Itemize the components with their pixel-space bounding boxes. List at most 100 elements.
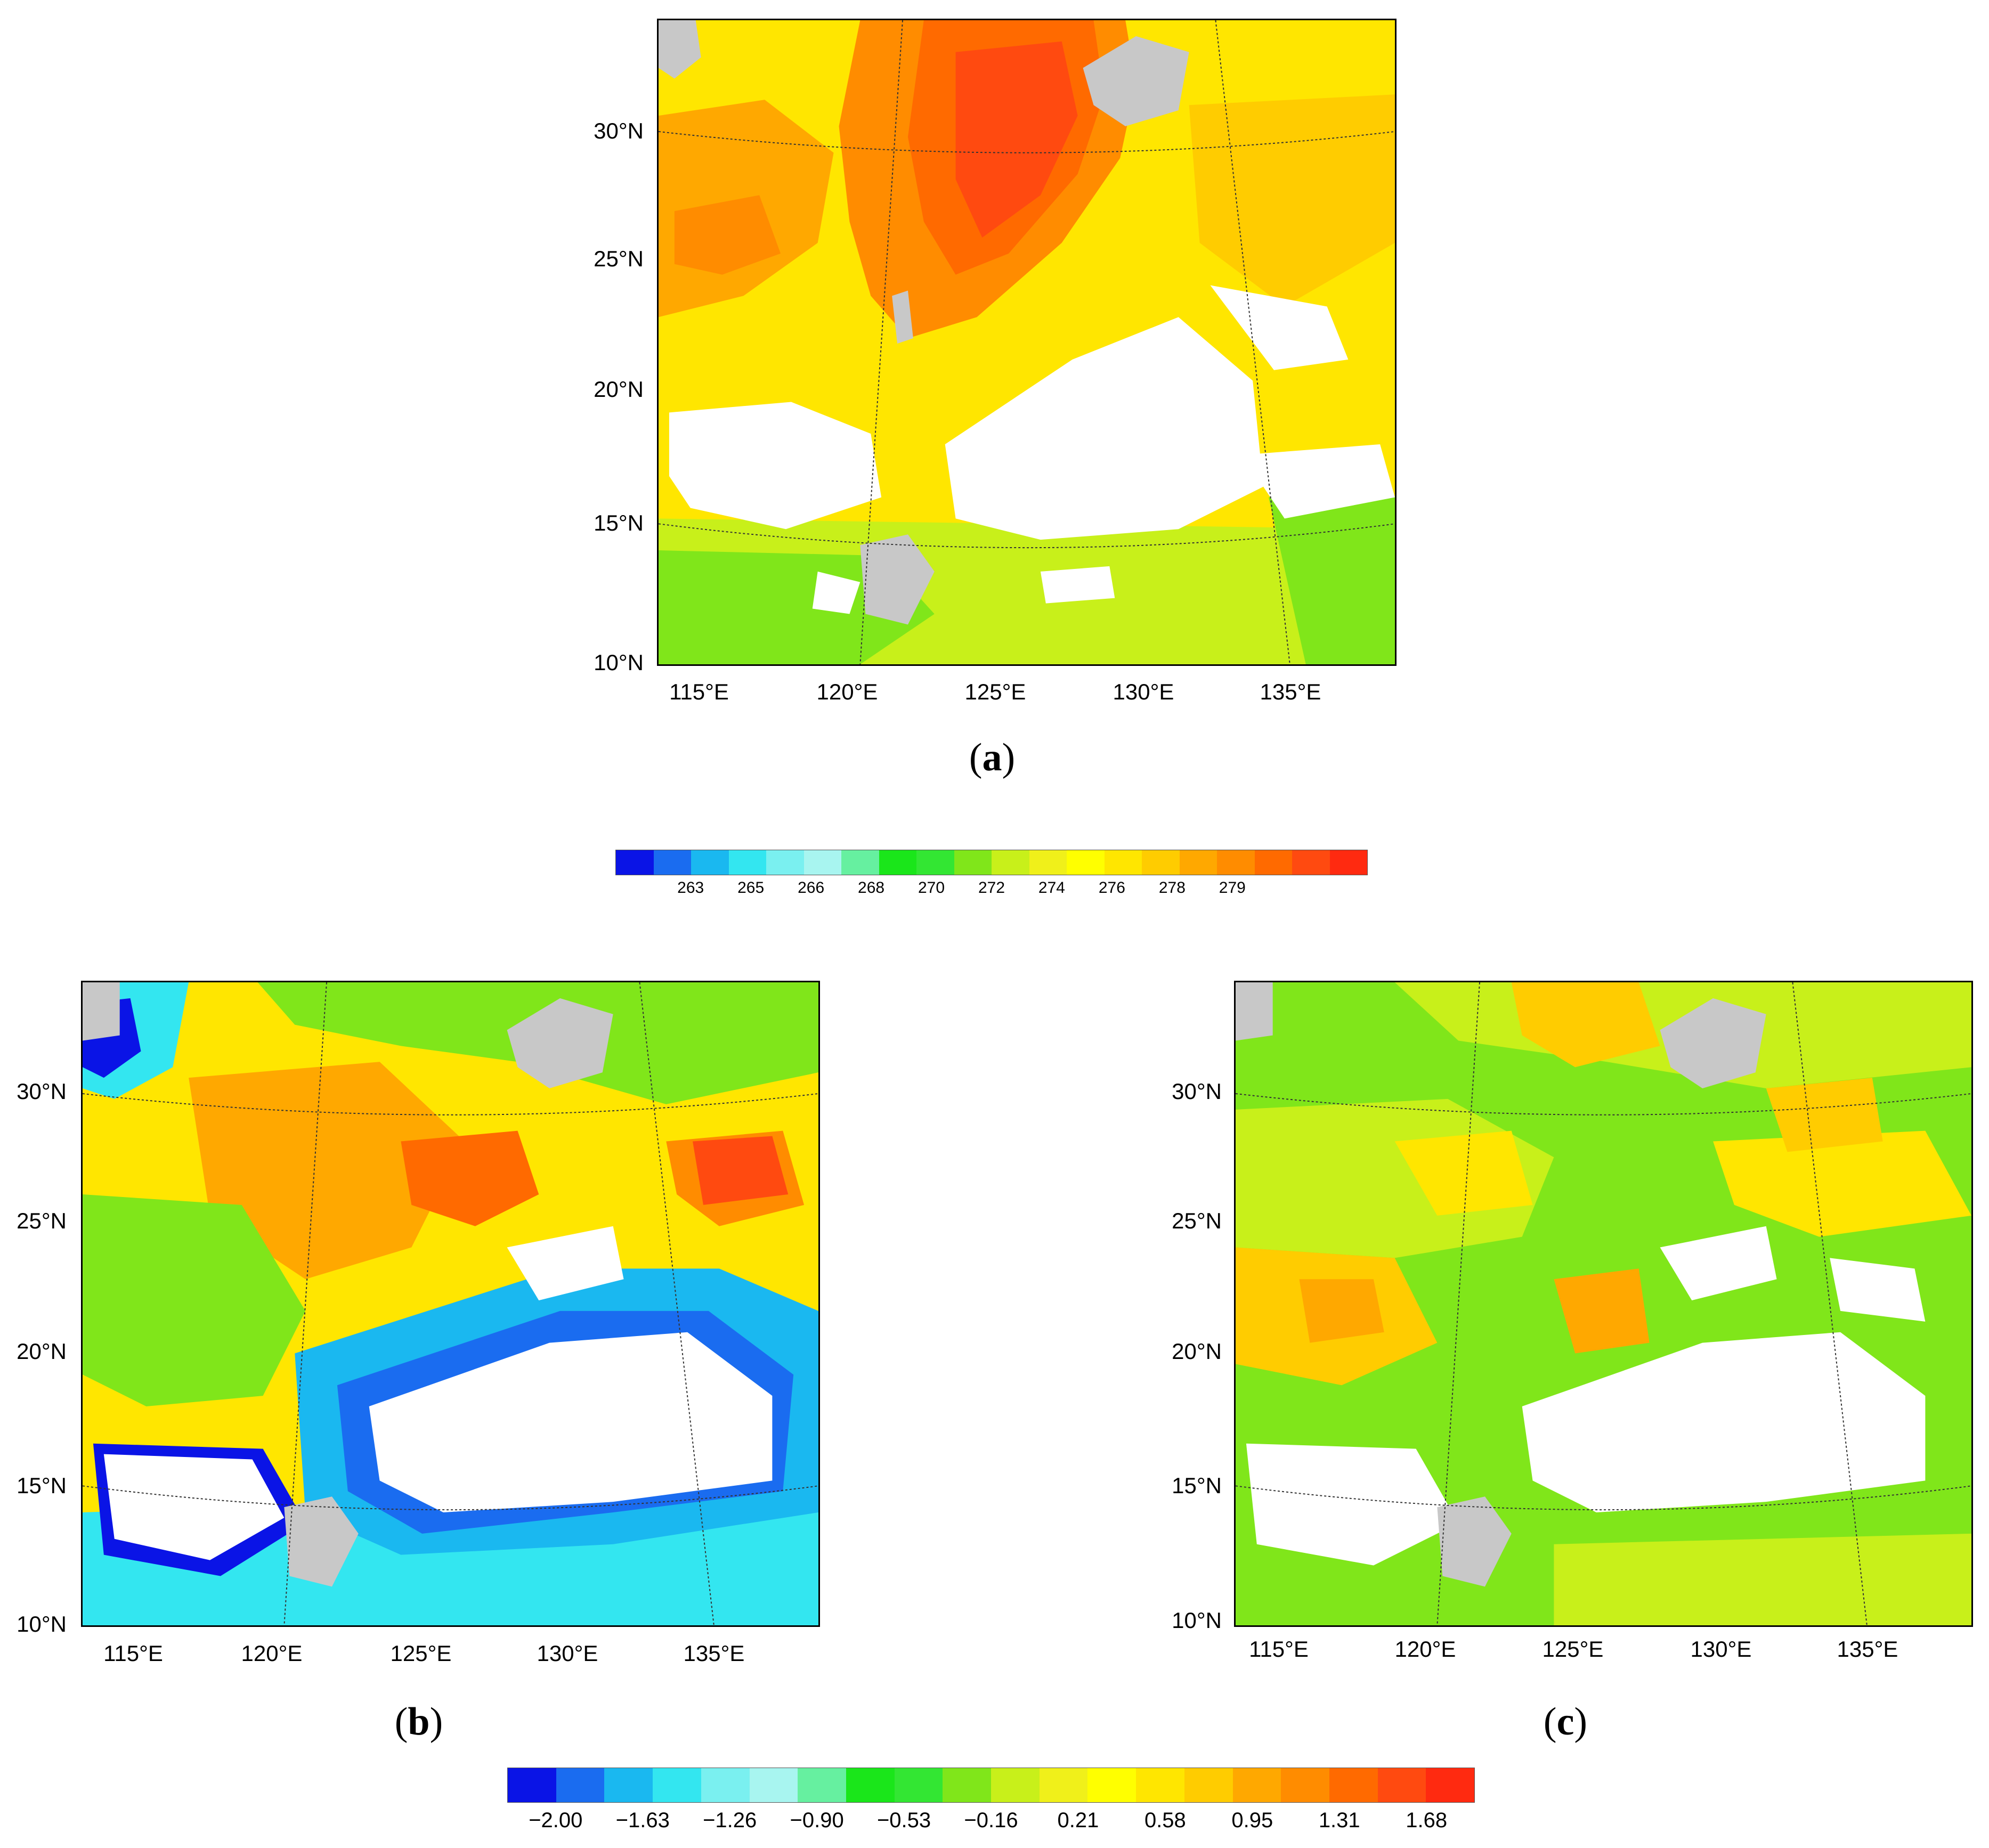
colorbar-top-swatch bbox=[728, 850, 766, 875]
colorbar-bottom-swatch bbox=[1377, 1768, 1426, 1802]
caption-letter-c: c bbox=[1556, 1700, 1574, 1744]
colorbar-bottom-swatch bbox=[943, 1768, 992, 1802]
lat-label-20n-b: 20°N bbox=[17, 1339, 67, 1364]
colorbar-top-swatch bbox=[916, 850, 954, 875]
colorbar-bottom-label: −0.90 bbox=[790, 1809, 844, 1832]
lon-label-120e-c: 120°E bbox=[1394, 1637, 1456, 1662]
colorbar-bottom-swatch bbox=[846, 1768, 895, 1802]
colorbar-bottom-label: −0.53 bbox=[876, 1809, 931, 1832]
colorbar-top-label: 270 bbox=[918, 879, 945, 897]
colorbar-bottom-swatch bbox=[1281, 1768, 1329, 1802]
colorbar-top-swatch bbox=[992, 850, 1029, 875]
colorbar-bottom-swatch bbox=[653, 1768, 701, 1802]
colorbar-bottom-swatch bbox=[701, 1768, 750, 1802]
caption-c: (c) bbox=[1543, 1700, 1588, 1744]
colorbar-bottom-swatch bbox=[1136, 1768, 1184, 1802]
colorbar-bottom-swatch bbox=[508, 1768, 556, 1802]
lon-label-130e-a: 130°E bbox=[1113, 679, 1174, 704]
colorbar-top-label: 272 bbox=[978, 879, 1005, 897]
colorbar-bottom-label: −2.00 bbox=[529, 1809, 583, 1832]
colorbar-top-swatch bbox=[1217, 850, 1255, 875]
colorbar-bottom-label: −1.63 bbox=[615, 1809, 670, 1832]
colorbar-bottom-swatch bbox=[798, 1768, 846, 1802]
lat-label-25n-a: 25°N bbox=[594, 246, 644, 271]
colorbar-top-swatch bbox=[841, 850, 879, 875]
lon-label-125e-b: 125°E bbox=[390, 1641, 452, 1666]
lon-label-115e-b: 115°E bbox=[103, 1641, 163, 1666]
lat-label-25n-b: 25°N bbox=[17, 1208, 67, 1233]
caption-letter-a: a bbox=[982, 736, 1002, 779]
colorbar-bottom-label: 1.68 bbox=[1406, 1809, 1448, 1832]
colorbar-top-swatch bbox=[879, 850, 916, 875]
lon-label-120e-b: 120°E bbox=[241, 1641, 303, 1666]
colorbar-top-swatch bbox=[1292, 850, 1330, 875]
colorbar-bottom bbox=[507, 1768, 1475, 1803]
colorbar-bottom-swatch bbox=[894, 1768, 943, 1802]
colorbar-top-swatch bbox=[766, 850, 804, 875]
colorbar-top-swatch bbox=[691, 850, 729, 875]
colorbar-top-label: 279 bbox=[1219, 879, 1246, 897]
colorbar-bottom-swatch bbox=[604, 1768, 653, 1802]
lat-label-30n-c: 30°N bbox=[1172, 1079, 1222, 1104]
colorbar-top-label: 268 bbox=[858, 879, 885, 897]
colorbar-top-swatch bbox=[1142, 850, 1180, 875]
lat-label-15n-b: 15°N bbox=[17, 1473, 67, 1498]
lon-label-130e-b: 130°E bbox=[537, 1641, 598, 1666]
lat-label-10n-b: 10°N bbox=[17, 1611, 67, 1637]
colorbar-bottom-swatch bbox=[749, 1768, 798, 1802]
colorbar-top-swatch bbox=[1029, 850, 1067, 875]
colorbar-top-label: 263 bbox=[677, 879, 704, 897]
colorbar-top-label: 276 bbox=[1098, 879, 1125, 897]
caption-letter-b: b bbox=[408, 1700, 430, 1744]
colorbar-top-swatch bbox=[616, 850, 654, 875]
lon-label-135e-c: 135°E bbox=[1837, 1637, 1898, 1662]
colorbar-bottom-label: 0.58 bbox=[1144, 1809, 1186, 1832]
lat-label-20n-a: 20°N bbox=[594, 377, 644, 402]
colorbar-bottom-label: −1.26 bbox=[703, 1809, 757, 1832]
lat-label-25n-c: 25°N bbox=[1172, 1208, 1222, 1233]
lon-label-125e-a: 125°E bbox=[964, 679, 1026, 704]
colorbar-top-swatch bbox=[1104, 850, 1142, 875]
lon-label-130e-c: 130°E bbox=[1690, 1637, 1752, 1662]
lat-label-30n-a: 30°N bbox=[594, 118, 644, 143]
field-map-a bbox=[659, 20, 1395, 664]
lon-label-115e-c: 115°E bbox=[1249, 1637, 1309, 1662]
colorbar-bottom-swatch bbox=[1039, 1768, 1088, 1802]
caption-b: (b) bbox=[394, 1700, 443, 1744]
colorbar-top-label: 274 bbox=[1038, 879, 1065, 897]
colorbar-bottom-swatch bbox=[1087, 1768, 1136, 1802]
colorbar-top-swatch bbox=[1329, 850, 1367, 875]
colorbar-bottom-label: 0.95 bbox=[1231, 1809, 1273, 1832]
lon-label-120e-a: 120°E bbox=[816, 679, 878, 704]
colorbar-bottom-label: 1.31 bbox=[1318, 1809, 1360, 1832]
colorbar-bottom-swatch bbox=[1232, 1768, 1281, 1802]
lat-label-10n-c: 10°N bbox=[1172, 1608, 1222, 1633]
lon-label-135e-a: 135°E bbox=[1260, 679, 1321, 704]
colorbar-bottom-swatch bbox=[991, 1768, 1040, 1802]
lat-label-15n-c: 15°N bbox=[1172, 1473, 1222, 1498]
field-map-b bbox=[83, 982, 818, 1625]
lat-label-15n-a: 15°N bbox=[594, 510, 644, 535]
colorbar-top-label: 266 bbox=[798, 879, 825, 897]
lon-label-125e-c: 125°E bbox=[1542, 1637, 1604, 1662]
lat-label-10n-a: 10°N bbox=[594, 650, 644, 675]
colorbar-top-label: 265 bbox=[737, 879, 765, 897]
caption-a: (a) bbox=[969, 736, 1016, 779]
colorbar-bottom-label: −0.16 bbox=[964, 1809, 1018, 1832]
lat-label-20n-c: 20°N bbox=[1172, 1339, 1222, 1364]
colorbar-bottom-label: 0.21 bbox=[1057, 1809, 1099, 1832]
lat-label-30n-b: 30°N bbox=[17, 1079, 67, 1104]
colorbar-top-swatch bbox=[954, 850, 992, 875]
colorbar-bottom-swatch bbox=[556, 1768, 605, 1802]
colorbar-top-swatch bbox=[1179, 850, 1217, 875]
lon-label-135e-b: 135°E bbox=[683, 1641, 745, 1666]
lon-label-115e-a: 115°E bbox=[669, 679, 729, 704]
colorbar-top-swatch bbox=[653, 850, 691, 875]
map-panel-a bbox=[657, 19, 1397, 666]
colorbar-top-swatch bbox=[803, 850, 841, 875]
map-panel-c bbox=[1234, 981, 1973, 1627]
field-map-c bbox=[1236, 982, 1971, 1625]
colorbar-bottom-swatch bbox=[1184, 1768, 1233, 1802]
colorbar-top-label: 278 bbox=[1158, 879, 1186, 897]
map-panel-b bbox=[81, 981, 820, 1627]
